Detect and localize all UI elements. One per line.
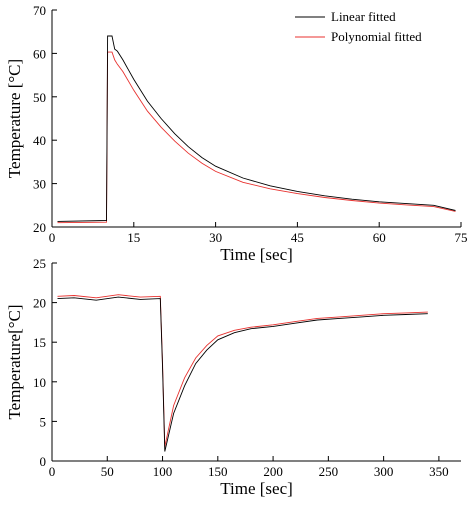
y-tick-label: 0 <box>40 454 47 469</box>
x-tick-label: 30 <box>209 230 222 245</box>
series-line-polynomial-fitted <box>57 51 456 224</box>
y-tick-label: 5 <box>40 414 47 429</box>
x-tick-label: 200 <box>263 464 283 479</box>
x-tick-label: 250 <box>319 464 339 479</box>
x-tick-label: 150 <box>208 464 228 479</box>
x-tick-label: 0 <box>49 230 56 245</box>
x-tick-label: 75 <box>455 230 468 245</box>
chart-panel-1: 0 15 30 45 60 75 20 30 40 50 60 70 Time [sec] Tempera… <box>5 3 468 264</box>
y-tick-label: 40 <box>33 133 46 148</box>
legend-label: Polynomial fitted <box>331 29 422 44</box>
y-tick-label: 20 <box>33 296 46 311</box>
y-axis-label: Temperature[°C] <box>5 304 24 419</box>
x-tick-label: 300 <box>374 464 394 479</box>
x-tick-label: 0 <box>49 464 56 479</box>
y-tick-label: 70 <box>33 3 46 18</box>
x-tick-label: 60 <box>373 230 386 245</box>
chart-panel-2: 0 50 100 150 200 250 300 350 0 5 10 15 20 25 Time [sec… <box>5 256 461 498</box>
y-tick-label: 50 <box>33 90 46 105</box>
x-tick-label: 350 <box>429 464 449 479</box>
y-tick-label: 60 <box>33 46 46 61</box>
y-axis-label: Temperature [°C] <box>5 59 24 178</box>
x-axis-label: Time [sec] <box>220 479 293 498</box>
y-tick-label: 15 <box>33 335 46 350</box>
x-tick-label: 50 <box>101 464 114 479</box>
y-tick-label: 25 <box>33 256 46 271</box>
x-tick-label: 45 <box>291 230 304 245</box>
x-tick-label: 100 <box>153 464 173 479</box>
x-axis-label: Time [sec] <box>220 245 293 264</box>
legend-label: Linear fitted <box>331 9 396 24</box>
y-tick-label: 20 <box>33 220 46 235</box>
y-tick-label: 10 <box>33 375 46 390</box>
series-line-linear-fitted <box>57 35 456 222</box>
y-tick-label: 30 <box>33 177 46 192</box>
series-line-linear-fitted <box>57 296 428 452</box>
x-tick-label: 15 <box>127 230 140 245</box>
series-line-polynomial-fitted <box>57 294 428 447</box>
legend: Linear fitted Polynomial fitted <box>295 9 422 44</box>
